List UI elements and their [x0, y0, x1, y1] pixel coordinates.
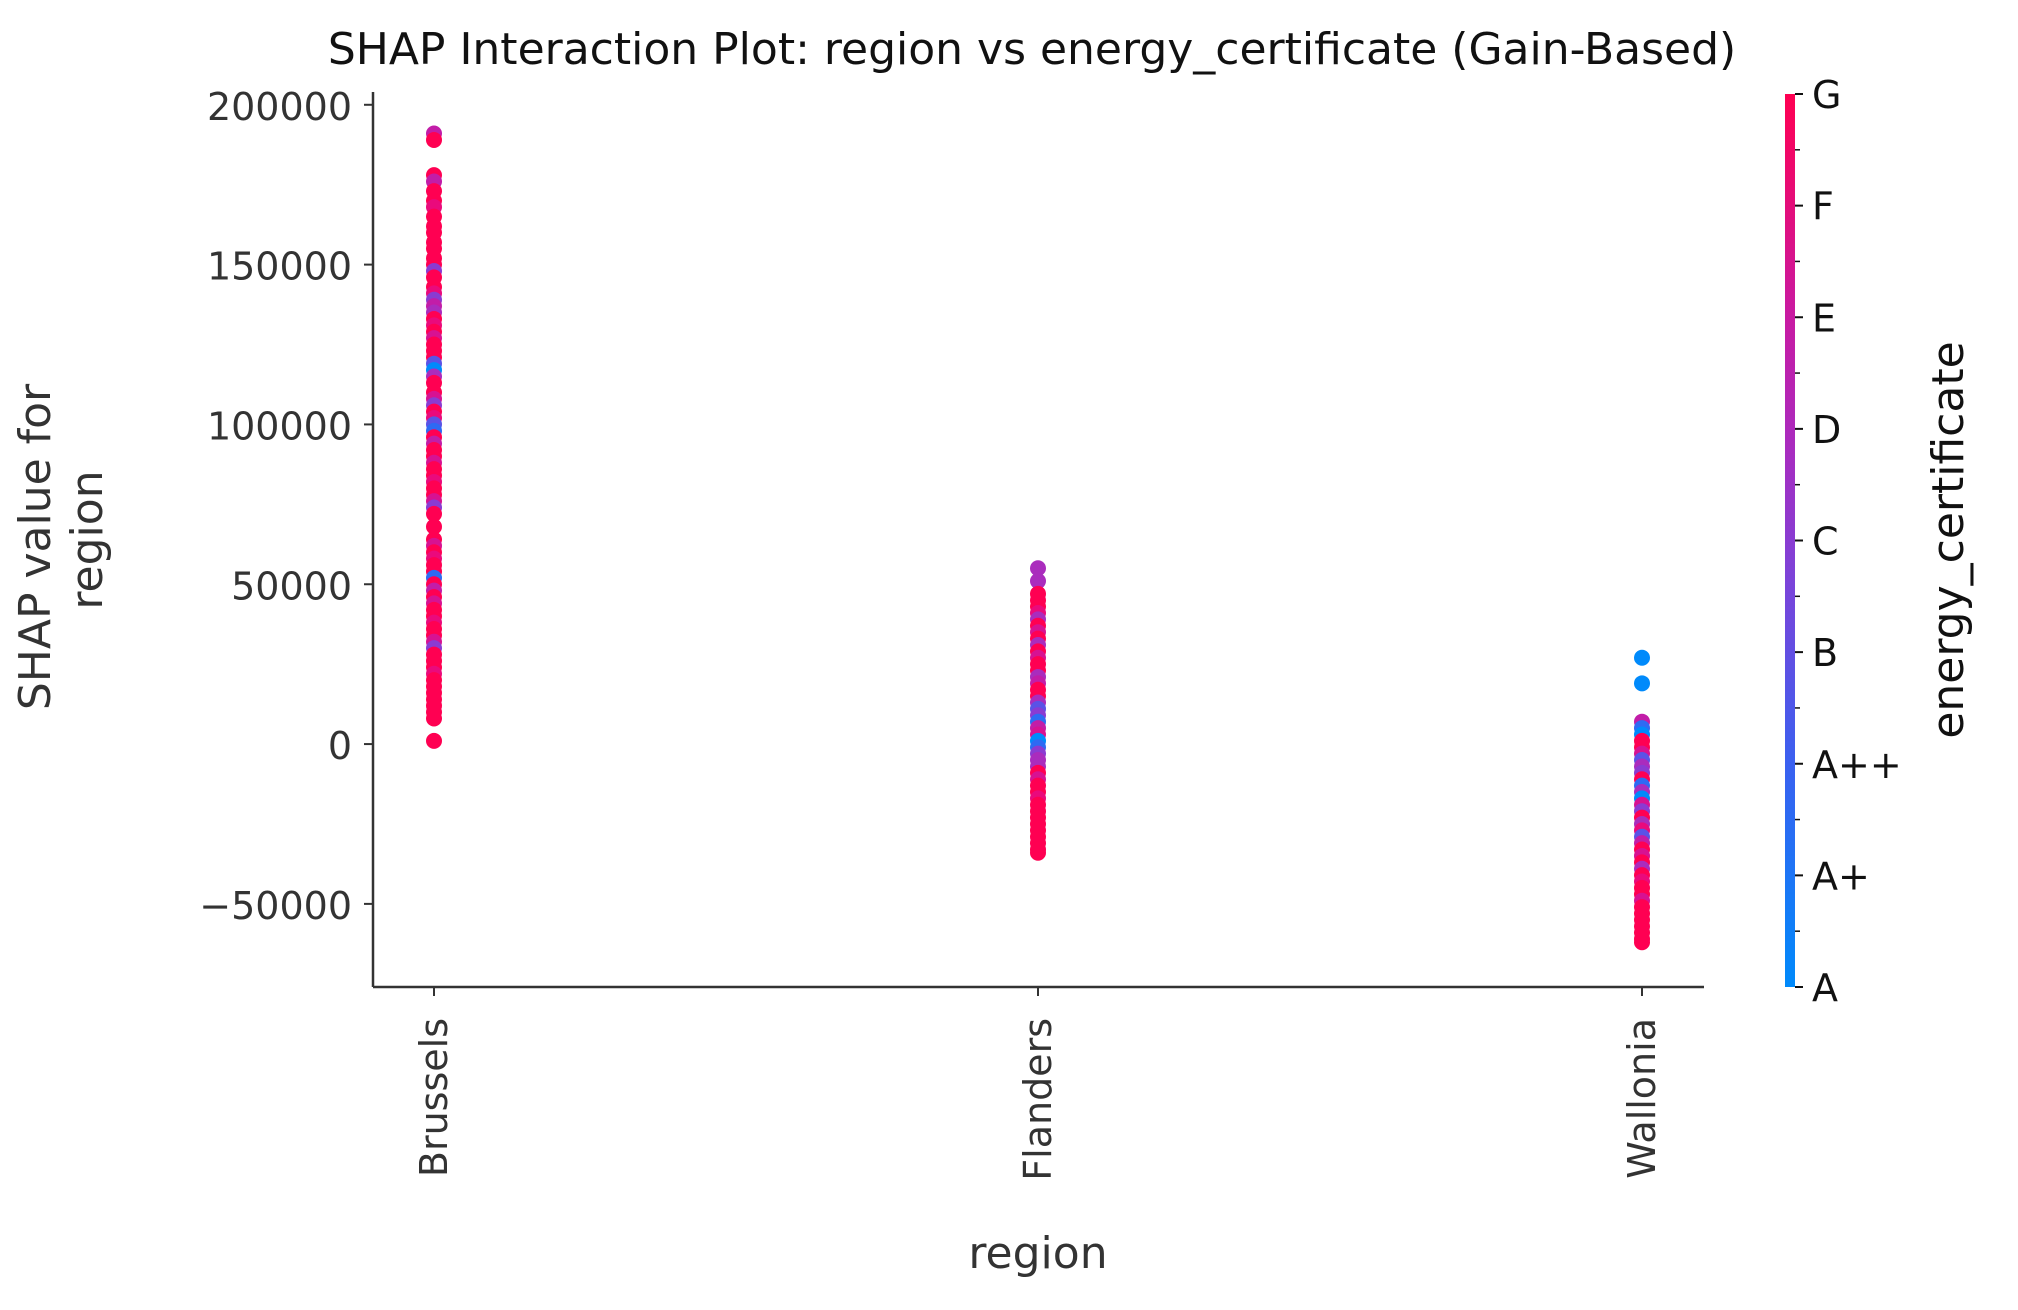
x-tick-label-brussels: Brussels: [412, 1018, 456, 1177]
x-tick-label-flanders: Flanders: [1016, 1018, 1060, 1181]
y-tick-label: 100000: [207, 404, 352, 448]
data-point-brussels: [426, 131, 442, 148]
y-axis-label-line-1: SHAP value for: [10, 383, 61, 710]
colorbar-ticks: A A+ A++ B C D E F G: [1795, 73, 1902, 1010]
colorbar-tick-label: E: [1812, 296, 1836, 340]
scatter-points: [426, 125, 1650, 951]
data-point-wallonia: [1634, 675, 1650, 692]
colorbar-tick-label: B: [1812, 631, 1838, 675]
colorbar-tick-label: F: [1812, 185, 1834, 229]
y-axis-label: SHAP value for region: [10, 370, 113, 710]
y-tick-label: 150000: [207, 245, 352, 289]
x-axis-ticks: Brussels Flanders Wallonia: [412, 987, 1664, 1181]
data-point-wallonia: [1634, 934, 1650, 951]
colorbar-tick-label: A++: [1812, 743, 1902, 787]
y-axis-ticks: 200000 150000 100000 50000 0 −50000: [199, 85, 373, 928]
y-axis-label-line-2: region: [62, 470, 113, 609]
data-point-brussels: [426, 505, 442, 522]
colorbar-tick-label: A+: [1812, 854, 1870, 898]
colorbar: [1785, 94, 1795, 987]
data-point-flanders: [1030, 560, 1046, 577]
data-point-brussels: [426, 710, 442, 727]
x-axis-label: region: [968, 1228, 1107, 1279]
colorbar-tick-label: G: [1812, 73, 1841, 117]
colorbar-tick-label: D: [1812, 408, 1841, 452]
chart-title: SHAP Interaction Plot: region vs energy_…: [328, 24, 1736, 75]
data-point-brussels: [426, 518, 442, 535]
x-tick-label-wallonia: Wallonia: [1620, 1018, 1664, 1179]
y-tick-label: 50000: [231, 564, 352, 608]
colorbar-tick-label: C: [1812, 520, 1839, 564]
data-point-flanders: [1030, 844, 1046, 861]
data-point-flanders: [1030, 573, 1046, 590]
y-tick-label: 200000: [207, 85, 352, 129]
colorbar-tick-label: A: [1812, 966, 1838, 1010]
y-tick-label: 0: [328, 724, 352, 768]
colorbar-label: energy_certificate: [1923, 341, 1974, 738]
data-point-wallonia: [1634, 649, 1650, 666]
y-tick-label: −50000: [199, 884, 352, 928]
data-point-brussels: [426, 732, 442, 749]
